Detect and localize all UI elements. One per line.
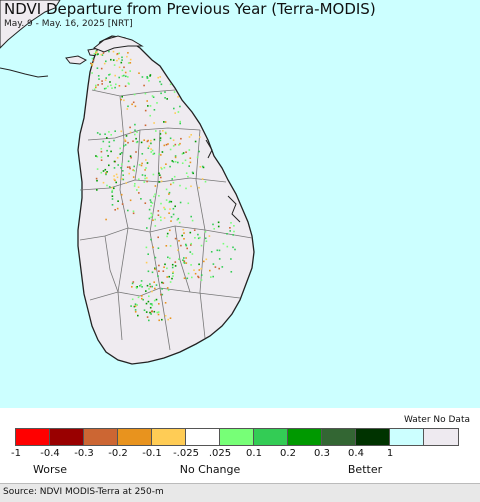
legend-swatch (118, 429, 152, 445)
legend-better: Better (347, 463, 383, 476)
legend: Water No Data -1 -0.4 -0.3 -0.2 -0.1 -.025 .02… (0, 408, 480, 483)
legend-water-label: Water No Data (403, 415, 470, 425)
legend-tick-label: -0.1 (142, 448, 162, 459)
ndvi-speckle (90, 50, 236, 322)
legend-swatch (254, 429, 288, 445)
legend-tick-label: -0.4 (40, 448, 60, 459)
source-text: Source: NDVI MODIS-Terra at 250-m (3, 487, 164, 497)
legend-tick-label: .025 (208, 448, 232, 459)
legend-tick-label: -0.2 (108, 448, 128, 459)
legend-swatch (220, 429, 254, 445)
legend-swatch (356, 429, 390, 445)
legend-tick-label: 0.2 (280, 448, 296, 459)
legend-tick-label: -1 (11, 448, 21, 459)
adams-bridge (0, 67, 49, 78)
legend-worse: Worse (33, 463, 67, 476)
sri-lanka-map (0, 0, 255, 365)
map-area: NDVI Departure from Previous Year (Terra… (0, 0, 480, 409)
legend-swatch (152, 429, 186, 445)
legend-tick-label: -.025 (173, 448, 199, 459)
legend-tick-label: -0.3 (74, 448, 94, 459)
legend-swatch (16, 429, 50, 445)
legend-tick-label: 1 (386, 448, 394, 459)
legend-swatch (390, 429, 424, 445)
map-title: NDVI Departure from Previous Year (Terra… (4, 0, 376, 18)
legend-swatch (84, 429, 118, 445)
legend-tick-label: 0.1 (246, 448, 262, 459)
legend-tick-label: 0.4 (348, 448, 364, 459)
legend-swatch (322, 429, 356, 445)
jaffna-peninsula (93, 35, 144, 53)
legend-swatch (424, 429, 458, 445)
map-subtitle: May. 9 - May. 16, 2025 [NRT] (4, 19, 133, 29)
legend-swatches (15, 428, 459, 446)
legend-tick-label: 0.3 (314, 448, 330, 459)
legend-swatch (186, 429, 220, 445)
source-bar: Source: NDVI MODIS-Terra at 250-m (0, 483, 480, 502)
legend-no-change: No Change (179, 463, 241, 476)
india-landmass (0, 0, 61, 49)
legend-swatch (50, 429, 84, 445)
legend-swatch (288, 429, 322, 445)
east-coast-lagoons (227, 195, 241, 223)
